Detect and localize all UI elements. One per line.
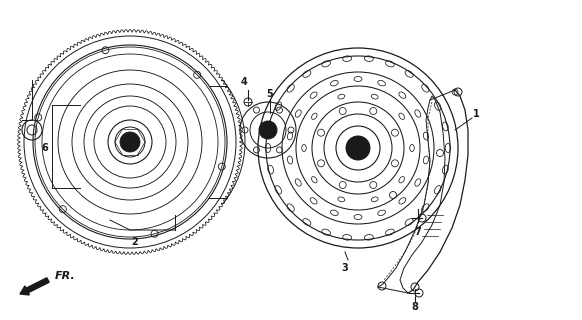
Text: 1: 1 (473, 109, 480, 119)
Circle shape (346, 136, 370, 160)
Text: 6: 6 (42, 143, 48, 153)
Text: 7: 7 (414, 227, 421, 237)
Text: 3: 3 (342, 263, 349, 273)
FancyArrow shape (20, 278, 49, 295)
Text: 8: 8 (411, 302, 418, 312)
Circle shape (259, 121, 277, 139)
Circle shape (120, 132, 140, 152)
Text: FR.: FR. (55, 271, 76, 281)
Text: 5: 5 (267, 89, 274, 99)
Text: 2: 2 (132, 237, 139, 247)
Text: 4: 4 (240, 77, 247, 87)
